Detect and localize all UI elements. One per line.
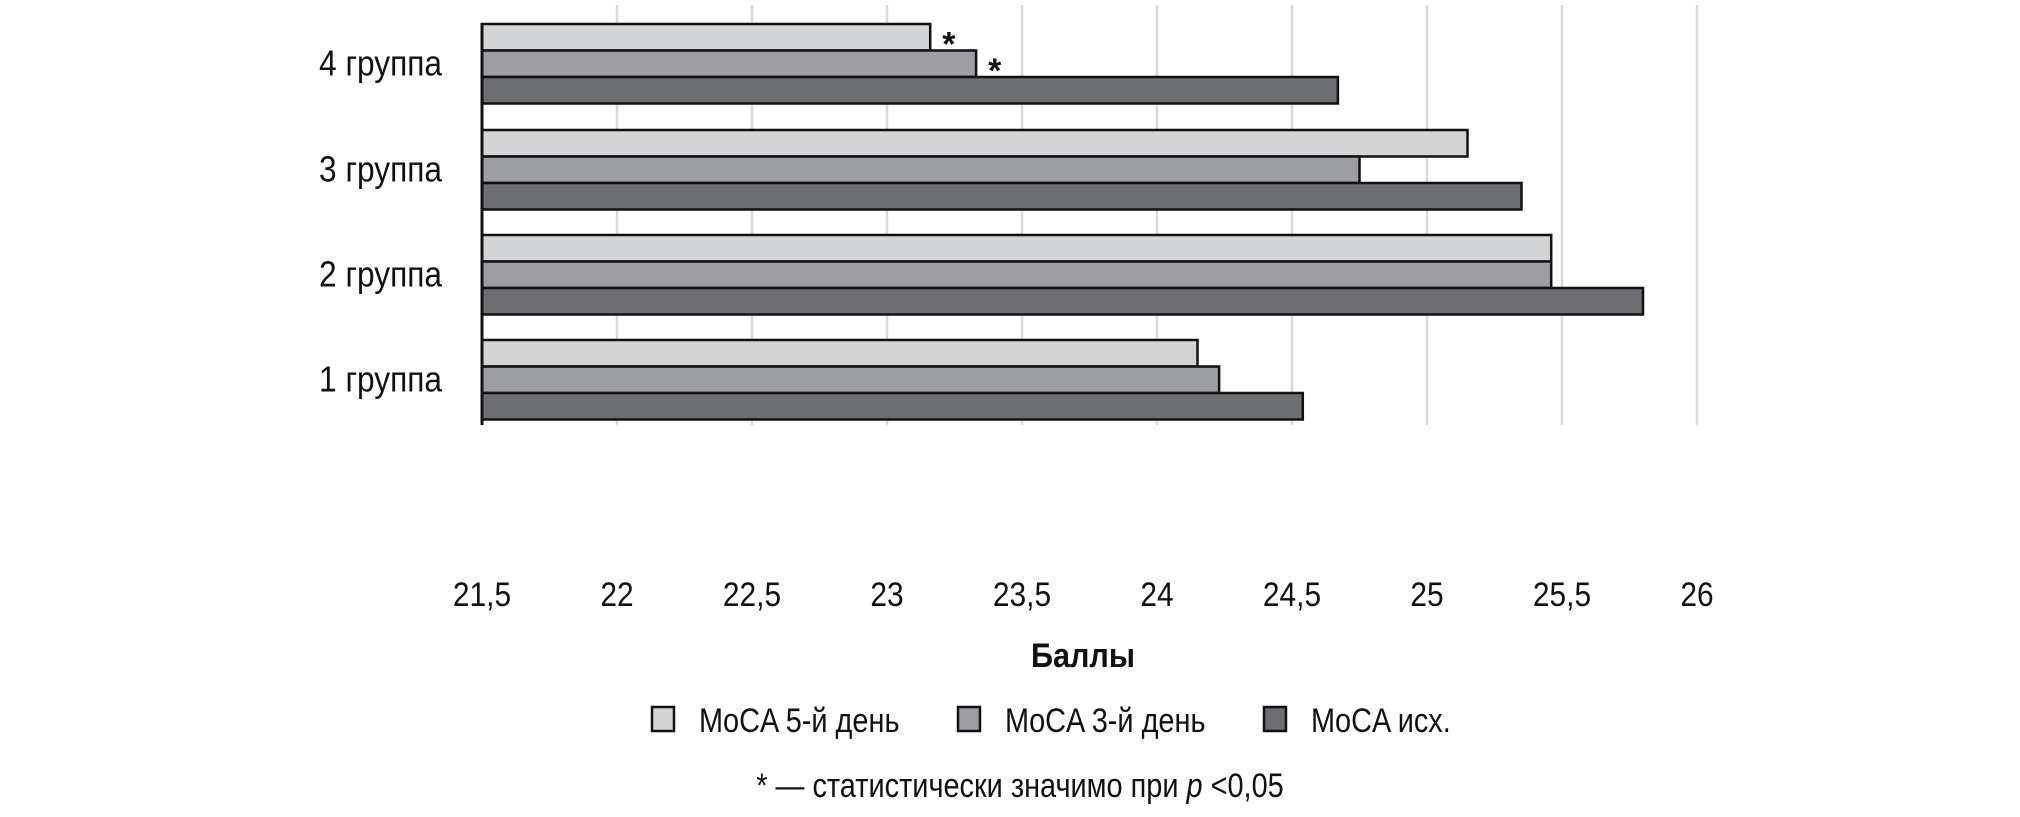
bar-1-группа-moca-5-й-день xyxy=(480,338,1199,368)
bar-3-группа-moca-исх xyxy=(480,181,1523,211)
bar-3-группа-moca-3-й-день xyxy=(480,155,1361,185)
x-tick-labels: 21,5 22 22,5 23 23,5 24 24,5 25 25,5 26 xyxy=(453,575,1714,613)
bar-1-группа-moca-3-й-день xyxy=(480,365,1221,395)
bars xyxy=(480,22,1645,421)
footnote: * — статистически значимо при p <0,05 xyxy=(756,766,1283,805)
significance-marker: * xyxy=(988,52,1002,90)
legend: MoCA 5-й день MoCA 3-й день MoCA исх. xyxy=(650,701,1451,740)
legend-item-2: MoCA 3-й день xyxy=(956,701,1206,740)
x-tick-label: 23 xyxy=(870,575,903,613)
x-axis-title: Баллы xyxy=(1031,637,1135,675)
significance-annotations: ** xyxy=(942,25,1002,90)
bar-3-группа-moca-5-й-день xyxy=(480,128,1469,158)
bar-4-группа-moca-3-й-день xyxy=(480,49,978,79)
legend-label: MoCA 3-й день xyxy=(1005,701,1206,740)
footnote-threshold: <0,05 xyxy=(1203,766,1284,805)
x-tick-label: 25 xyxy=(1410,575,1443,613)
legend-swatch xyxy=(1262,705,1288,733)
x-tick-label: 23,5 xyxy=(993,575,1051,613)
category-label: 4 группа xyxy=(319,44,442,84)
x-tick-label: 24,5 xyxy=(1263,575,1321,613)
x-tick-label: 22 xyxy=(600,575,633,613)
x-tick-label: 26 xyxy=(1680,575,1713,613)
category-labels: 1 группа 2 группа 3 группа 4 группа xyxy=(319,44,442,400)
bar-1-группа-moca-исх xyxy=(480,391,1305,421)
category-label: 3 группа xyxy=(319,150,442,190)
bar-2-группа-moca-5-й-день xyxy=(480,233,1553,263)
category-label: 2 группа xyxy=(319,255,442,295)
x-tick-label: 22,5 xyxy=(723,575,781,613)
legend-swatch xyxy=(650,705,676,733)
legend-label: MoCA исх. xyxy=(1311,701,1451,740)
legend-item-3: MoCA исх. xyxy=(1262,701,1451,740)
footnote-text: * — статистически значимо при xyxy=(756,766,1186,805)
bar-4-группа-moca-исх xyxy=(480,75,1340,105)
x-tick-label: 25,5 xyxy=(1533,575,1591,613)
bar-2-группа-moca-исх xyxy=(480,286,1645,316)
bar-2-группа-moca-3-й-день xyxy=(480,260,1553,290)
x-tick-label: 24 xyxy=(1140,575,1173,613)
category-label: 1 группа xyxy=(319,360,442,400)
significance-marker: * xyxy=(942,25,956,63)
footnote-p: p xyxy=(1186,766,1203,805)
legend-label: MoCA 5-й день xyxy=(699,701,900,740)
legend-item-1: MoCA 5-й день xyxy=(650,701,900,740)
bar-4-группа-moca-5-й-день xyxy=(480,22,932,52)
x-tick-label: 21,5 xyxy=(453,575,511,613)
legend-swatch xyxy=(956,705,982,733)
